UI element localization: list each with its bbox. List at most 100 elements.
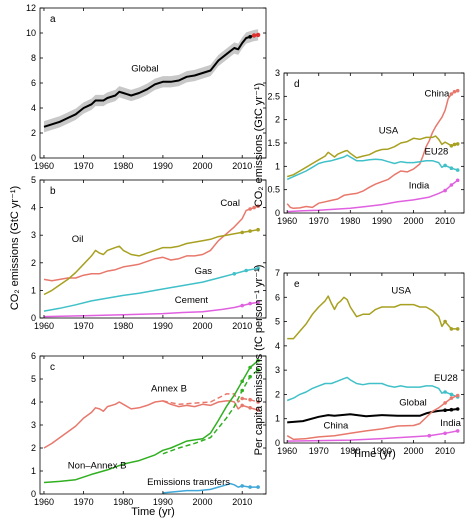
projection-point-a-0-31	[248, 35, 252, 39]
projection-point-c-2-18	[240, 379, 244, 384]
y-tick-label-c-1: 1	[31, 466, 36, 476]
projection-point-d-3-13	[455, 178, 460, 183]
axes-frame-e	[283, 272, 465, 444]
x-tick-label-b-1990: 1990	[153, 321, 173, 331]
y-tick-label-e-0: 0	[275, 438, 280, 448]
projection-point-e-2-16	[455, 407, 460, 411]
y-tick-label-a-8: 8	[31, 53, 36, 63]
projection-point-c-3-8	[256, 368, 260, 372]
xlabel-left: Time (yr)	[131, 506, 175, 518]
series-line-b-2	[43, 267, 259, 312]
x-tick-label-c-1970: 1970	[74, 497, 94, 507]
projection-point-e-3-14	[443, 401, 447, 405]
projection-point-c-4-10	[240, 484, 244, 488]
y-tick-label-c-0: 0	[31, 489, 36, 499]
projection-point-e-3-16	[455, 393, 460, 398]
projection-point-c-1-7	[240, 396, 244, 401]
series-annotation-e-4: India	[440, 418, 461, 429]
y-tick-label-d-0: 0	[275, 208, 280, 218]
series-line-e-4	[287, 430, 458, 442]
series-line-e-0	[287, 295, 458, 340]
x-tick-label-c-1960: 1960	[34, 497, 54, 507]
projection-point-b-2-14	[256, 266, 260, 271]
projection-point-c-4-12	[256, 485, 260, 489]
series-annotation-c-0: Annex B	[151, 384, 187, 395]
ylabel-right-bottom: Per capita emissions (tC person⁻¹ yr⁻¹)	[253, 265, 265, 456]
x-tick-label-e-2010: 2010	[435, 446, 455, 456]
y-tick-label-c-5: 5	[31, 374, 36, 384]
projection-point-e-4-6	[443, 431, 447, 436]
axes-frame-b	[39, 179, 267, 319]
x-tick-label-c-1980: 1980	[113, 497, 133, 507]
series-annotation-d-1: USA	[379, 126, 399, 137]
projection-point-d-0-34	[455, 88, 460, 93]
projection-point-c-3-6	[240, 388, 244, 393]
y-tick-label-a-12: 12	[26, 3, 36, 13]
series-line-d-2	[286, 154, 458, 181]
projection-point-d-1-33	[452, 142, 457, 147]
series-annotation-b-0: Coal	[220, 198, 240, 209]
projection-point-b-1-28	[240, 230, 244, 235]
projection-point-e-1-28	[449, 392, 454, 397]
y-tick-label-a-4: 4	[31, 103, 36, 113]
panel-letter-a: a	[50, 14, 56, 25]
projection-point-c-3-7	[248, 374, 252, 379]
y-tick-label-a-2: 2	[31, 128, 36, 138]
panel-letter-c: c	[50, 362, 55, 373]
y-tick-label-b-2: 2	[31, 258, 36, 268]
y-tick-label-d-1.5: 1.5	[267, 138, 280, 148]
y-tick-label-a-6: 6	[31, 78, 36, 88]
projection-point-e-0-32	[455, 327, 460, 331]
series-line-d-1	[286, 135, 458, 178]
y-tick-label-b-5: 5	[31, 175, 36, 185]
series-annotation-d-2: EU28	[425, 147, 449, 158]
x-tick-label-e-2000: 2000	[403, 446, 423, 456]
x-tick-label-e-1990: 1990	[372, 446, 392, 456]
series-annotation-b-2: Gas	[195, 266, 213, 277]
uncertainty-band-a-0	[44, 29, 259, 133]
x-tick-label-d-1990: 1990	[372, 216, 392, 226]
axes-frame-c	[39, 355, 267, 495]
projection-point-e-1-27	[443, 390, 447, 394]
series-line-b-0	[43, 205, 259, 282]
series-line-a-0	[43, 33, 259, 128]
y-tick-label-c-6: 6	[31, 351, 36, 361]
projection-point-e-3-15	[449, 396, 454, 400]
x-tick-label-b-2000: 2000	[193, 321, 213, 331]
panel-c: 1960 1970 1980 1990 2000 2010 0 1 2 3 4 5 6 c Annex B N…	[31, 351, 267, 507]
panel-a: 1960 1970 1980 1990 2000 2010 0 2 4 6 8 10 12 a Global	[26, 3, 267, 171]
panels-layer: 1960 1970 1980 1990 2000 2010024681012aGlobal…	[26, 3, 465, 507]
projection-point-b-3-10	[256, 300, 260, 305]
x-tick-label-e-1970: 1970	[309, 446, 329, 456]
series-annotation-a-0: Global	[131, 64, 158, 75]
y-tick-label-e-2: 2	[275, 389, 280, 399]
series-line-b-1	[43, 228, 259, 296]
projection-point-c-0-32	[256, 408, 260, 412]
projection-point-e-0-30	[443, 319, 447, 324]
y-tick-label-d-1: 1	[275, 161, 280, 171]
y-tick-label-e-5: 5	[275, 317, 280, 327]
x-tick-label-a-1990: 1990	[153, 161, 173, 171]
projection-point-d-2-28	[449, 166, 454, 170]
y-tick-label-e-4: 4	[275, 341, 280, 351]
projection-point-d-0-33	[452, 89, 457, 94]
x-tick-label-d-1970: 1970	[309, 216, 329, 226]
panel-letter-e: e	[294, 279, 300, 290]
x-tick-label-e-1960: 1960	[277, 446, 297, 456]
panel-e: 1960 1970 1980 1990 2000 2010 0 1 2 3 4 5 6 7 e USA EU28…	[275, 268, 465, 456]
projection-point-b-2-12	[232, 272, 237, 276]
projection-marker-a-0	[251, 33, 257, 38]
panel-d: 1960 1970 1980 1990 2000 2010 0 0.5 1 1.5 2 2.5 3 d Ch…	[267, 68, 465, 226]
projection-point-c-2-20	[256, 358, 260, 363]
projection-point-e-2-14	[443, 408, 447, 413]
projection-point-d-1-32	[449, 144, 454, 148]
ylabel-right-top: CO₂ emissions (GtC yr⁻¹)	[253, 83, 265, 207]
projection-point-c-0-30	[240, 403, 244, 408]
projection-point-b-0-29	[256, 204, 260, 208]
y-tick-label-e-7: 7	[275, 268, 280, 278]
y-tick-label-d-3: 3	[275, 68, 280, 78]
y-tick-label-a-10: 10	[26, 28, 36, 38]
projection-point-e-4-7	[455, 429, 460, 433]
projection-point-e-2-15	[449, 407, 454, 412]
